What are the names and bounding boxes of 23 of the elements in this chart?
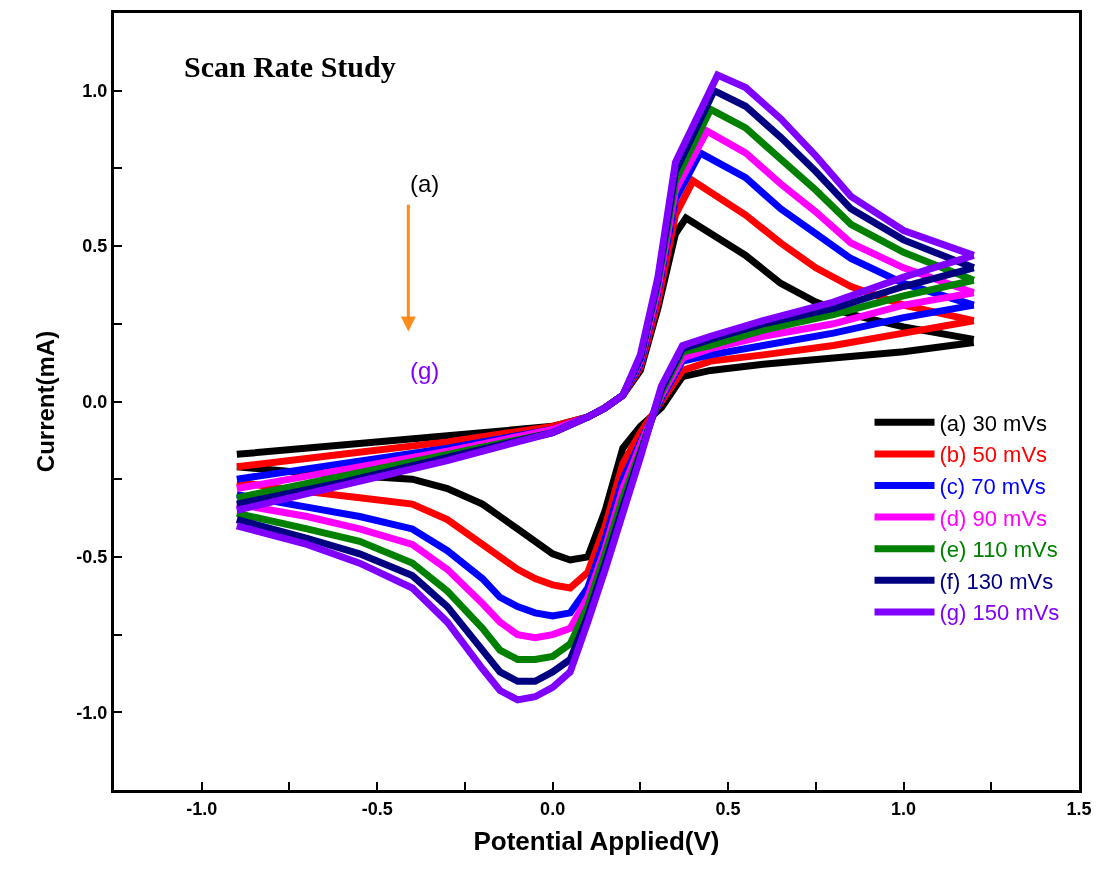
y-tick-label: 0.5 xyxy=(82,236,108,257)
legend-label: (a) 30 mVs xyxy=(939,410,1048,436)
x-tick-label: 0.5 xyxy=(715,798,741,819)
y-axis-title: Current(mA) xyxy=(32,330,60,473)
annotation: (a) xyxy=(410,170,440,197)
legend-label: (e) 110 mVs xyxy=(939,537,1058,563)
annotation: (g) xyxy=(410,357,440,384)
legend-label: (b) 50 mVs xyxy=(939,442,1048,468)
y-tick-label: -0.5 xyxy=(76,547,108,568)
x-tick-label: 1.5 xyxy=(1066,798,1092,819)
y-tick-label: -1.0 xyxy=(76,702,108,723)
legend-label: (d) 90 mVs xyxy=(939,505,1048,531)
x-tick-label: -0.5 xyxy=(361,798,393,819)
legend-label: (g) 150 mVs xyxy=(939,600,1060,626)
x-tick-label: 0.0 xyxy=(540,798,566,819)
x-axis-title: Potential Applied(V) xyxy=(473,826,720,857)
text: Scan Rate Study xyxy=(184,50,396,83)
legend-label: (c) 70 mVs xyxy=(939,474,1046,500)
y-tick-label: 1.0 xyxy=(82,81,108,101)
x-tick-label: 1.0 xyxy=(891,798,917,819)
x-tick-label: -1.0 xyxy=(186,798,218,819)
legend-label: (f) 130 mVs xyxy=(939,568,1054,594)
y-tick-label: 0.0 xyxy=(82,391,108,412)
